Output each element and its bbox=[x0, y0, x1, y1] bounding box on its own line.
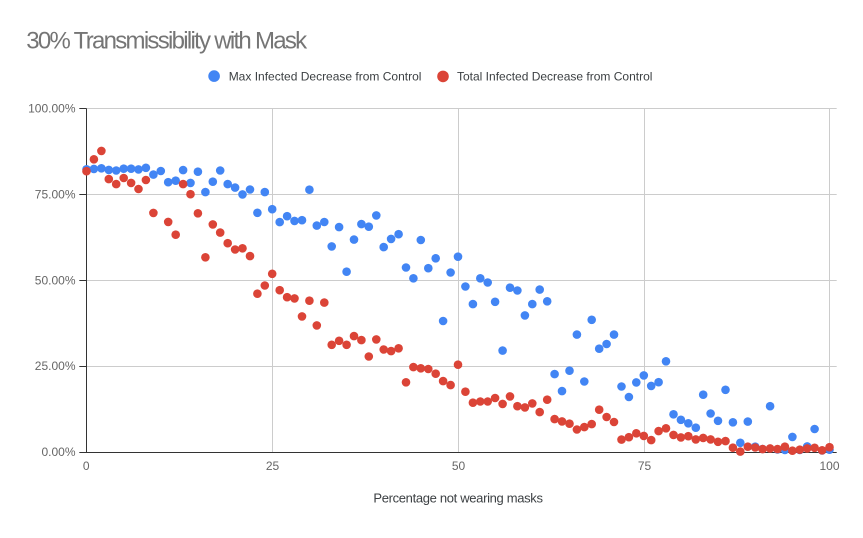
svg-text:0: 0 bbox=[83, 459, 90, 473]
svg-text:50.00%: 50.00% bbox=[35, 273, 76, 287]
svg-text:0.00%: 0.00% bbox=[41, 445, 75, 459]
svg-text:25.00%: 25.00% bbox=[35, 359, 76, 373]
svg-text:30% Transmissibility with Mask: 30% Transmissibility with Mask bbox=[26, 28, 308, 55]
svg-text:Total Infected Decrease from C: Total Infected Decrease from Control bbox=[457, 69, 652, 83]
svg-text:100.00%: 100.00% bbox=[28, 102, 76, 116]
svg-text:Percentage not wearing masks: Percentage not wearing masks bbox=[373, 491, 543, 506]
svg-text:50: 50 bbox=[452, 459, 466, 473]
svg-text:Max Infected Decrease from Con: Max Infected Decrease from Control bbox=[229, 69, 422, 83]
svg-text:100: 100 bbox=[819, 459, 839, 473]
svg-text:25: 25 bbox=[266, 459, 280, 473]
svg-text:75.00%: 75.00% bbox=[35, 187, 76, 201]
svg-text:75: 75 bbox=[638, 459, 652, 473]
